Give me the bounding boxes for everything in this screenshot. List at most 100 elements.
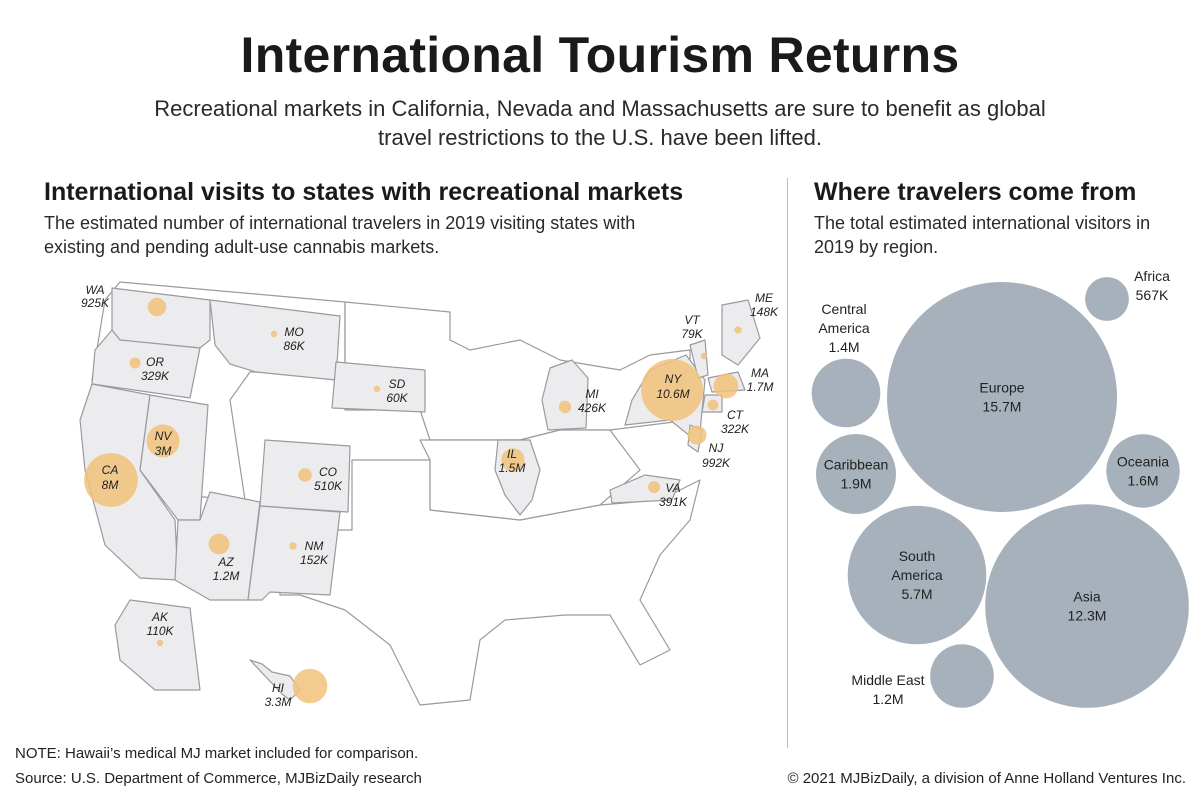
- state-value-sd: 60K: [386, 391, 408, 405]
- state-label-or: OR: [146, 355, 164, 369]
- state-label-il: IL: [507, 447, 517, 461]
- state-label-ma: MA: [751, 366, 769, 380]
- state-bubble-ca: [84, 453, 138, 507]
- region-label-oceania: Oceania 1.6M: [1117, 454, 1169, 489]
- state-shape-mi: [541, 359, 589, 431]
- state-label-co: CO: [319, 465, 337, 479]
- state-label-vt: VT: [684, 313, 701, 327]
- state-value-il: 1.5M: [499, 461, 526, 475]
- region-bubble-oceania: [1106, 434, 1180, 508]
- footer-copyright: © 2021 MJBizDaily, a division of Anne Ho…: [787, 770, 1187, 787]
- state-bubbles: [84, 297, 742, 704]
- state-label-ct: CT: [727, 408, 745, 422]
- state-value-hi: 3.3M: [265, 695, 292, 709]
- state-value-wa: 925K: [81, 296, 110, 310]
- map-section-title: International visits to states with recr…: [44, 178, 684, 206]
- state-value-ma: 1.7M: [747, 380, 774, 394]
- state-value-ct: 322K: [721, 422, 750, 436]
- state-label-ca: CA: [102, 463, 119, 477]
- state-value-or: 329K: [141, 369, 170, 383]
- region-bubble-middle-east: [930, 644, 994, 708]
- state-bubble-va: [648, 481, 660, 493]
- state-value-mo: 86K: [283, 339, 305, 353]
- region-label-asia: Asia 12.3M: [1068, 589, 1107, 624]
- state-value-ny: 10.6M: [656, 387, 689, 401]
- state-bubble-or: [129, 357, 141, 369]
- state-bubble-sd: [373, 385, 381, 393]
- state-shape-vt: [689, 339, 709, 379]
- region-bubble-caribbean: [816, 434, 896, 514]
- region-bubble-europe: [887, 282, 1117, 512]
- state-bubble-nj: [687, 425, 707, 445]
- region-bubble-south-america: [847, 505, 987, 645]
- region-labels: Europe 15.7M Asia 12.3M South America 5.7M Cari…: [818, 268, 1170, 707]
- page-subtitle: Recreational markets in California, Neva…: [154, 96, 1046, 150]
- state-bubble-ct: [707, 399, 719, 411]
- state-bubble-co: [298, 468, 312, 482]
- state-value-me: 148K: [750, 305, 779, 319]
- state-label-nj: NJ: [709, 441, 725, 455]
- state-value-nj: 992K: [702, 456, 731, 470]
- state-shape-va: [609, 474, 681, 504]
- region-bubble-central-america: [811, 358, 881, 428]
- state-label-ny: NY: [665, 372, 683, 386]
- state-bubble-nv: [146, 424, 180, 458]
- region-bubble-asia: [985, 504, 1189, 708]
- state-bubble-ak: [156, 639, 164, 647]
- state-value-nv: 3M: [155, 444, 172, 458]
- state-label-nm: NM: [305, 539, 324, 553]
- state-label-hi: HI: [272, 681, 285, 695]
- state-value-ca: 8M: [102, 478, 119, 492]
- state-bubble-il: [501, 448, 525, 472]
- state-label-ak: AK: [151, 610, 169, 624]
- page-title: International Tourism Returns: [240, 27, 960, 83]
- state-label-wa: WA: [85, 283, 104, 297]
- state-value-nm: 152K: [300, 553, 329, 567]
- state-bubble-ma: [713, 373, 739, 399]
- state-value-vt: 79K: [681, 327, 703, 341]
- state-bubble-ny: [641, 359, 703, 421]
- footer-source: Source: U.S. Department of Commerce, MJB…: [15, 770, 422, 787]
- state-shape-mo: [209, 299, 341, 381]
- state-label-va: VA: [665, 481, 680, 495]
- state-bubble-hi: [292, 668, 328, 704]
- state-value-az: 1.2M: [213, 569, 240, 583]
- state-bubble-az: [208, 533, 230, 555]
- region-label-europe: Europe 15.7M: [979, 380, 1024, 415]
- state-label-me: ME: [755, 291, 774, 305]
- map-section-description: The estimated number of international tr…: [44, 213, 636, 257]
- state-bubble-vt: [700, 352, 708, 360]
- state-value-va: 391K: [659, 495, 688, 509]
- state-value-mi: 426K: [578, 401, 607, 415]
- state-value-ak: 110K: [146, 624, 174, 638]
- section-divider: [787, 178, 788, 748]
- state-bubble-mi: [558, 400, 572, 414]
- state-shape-nm: [247, 505, 341, 601]
- region-label-caribbean: Caribbean 1.9M: [824, 457, 889, 492]
- region-bubble-africa: [1085, 277, 1129, 321]
- state-shape-or: [91, 329, 201, 399]
- region-label-africa: Africa 567K: [1134, 268, 1170, 303]
- regions-section-title: Where travelers come from: [814, 178, 1137, 206]
- state-label-sd: SD: [389, 377, 406, 391]
- state-label-mo: MO: [284, 325, 303, 339]
- state-value-co: 510K: [314, 479, 343, 493]
- region-bubbles: [811, 277, 1189, 708]
- footer-note: NOTE: Hawaii’s medical MJ market include…: [15, 745, 419, 762]
- state-shape-ak: [114, 599, 201, 691]
- state-label-az: AZ: [217, 555, 234, 569]
- state-label-mi: MI: [585, 387, 599, 401]
- region-label-south-america: South America 5.7M: [891, 548, 943, 602]
- regions-section-description: The total estimated international visito…: [814, 213, 1151, 257]
- region-label-middle-east: Middle East 1.2M: [851, 672, 924, 707]
- state-label-nv: NV: [155, 429, 173, 443]
- state-bubble-me: [734, 326, 742, 334]
- state-shape-me: [721, 299, 761, 366]
- state-bubble-nm: [289, 542, 297, 550]
- state-bubble-mo: [270, 330, 278, 338]
- region-label-central-america: Central America 1.4M: [818, 301, 870, 355]
- state-bubble-wa: [147, 297, 167, 317]
- state-shape-plains: [344, 301, 691, 441]
